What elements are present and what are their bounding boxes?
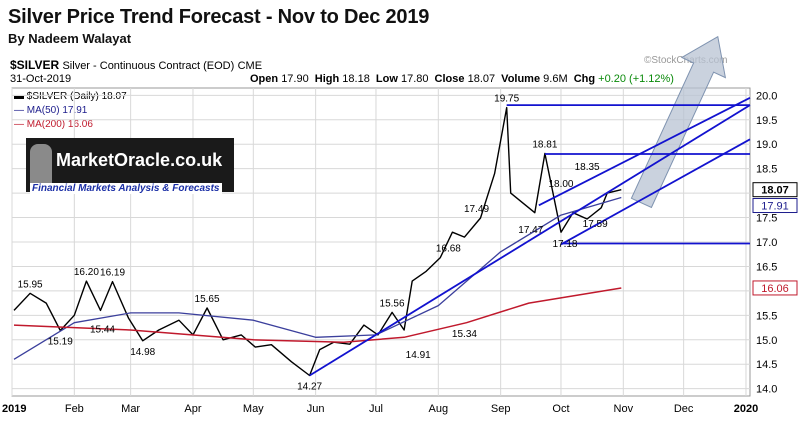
price-label: 19.75 bbox=[494, 94, 519, 105]
symbol-header: $SILVER Silver - Continuous Contract (EO… bbox=[10, 58, 262, 72]
price-label: 16.19 bbox=[100, 268, 125, 279]
ma200-axis-label: 16.06 bbox=[761, 283, 789, 295]
x-tick-label: May bbox=[243, 403, 264, 415]
x-tick-label: Feb bbox=[65, 403, 84, 415]
y-tick-label: 19.0 bbox=[756, 139, 777, 151]
y-tick-label: 15.5 bbox=[756, 310, 777, 322]
x-tick-label: Mar bbox=[121, 403, 140, 415]
price-label: 18.81 bbox=[532, 140, 557, 151]
forecast-arrow bbox=[630, 35, 727, 209]
banner-tagline: Financial Markets Analysis & Forecasts bbox=[30, 183, 222, 194]
price-label: 16.68 bbox=[436, 244, 461, 255]
y-tick-label: 14.0 bbox=[756, 384, 777, 396]
y-tick-label: 20.0 bbox=[756, 90, 777, 102]
ma200-axis-label-box bbox=[752, 280, 798, 296]
close-label: Close bbox=[434, 73, 465, 85]
x-tick-label: Oct bbox=[552, 403, 569, 415]
open-label: Open bbox=[250, 73, 279, 85]
y-tick-label: 16.5 bbox=[756, 261, 777, 273]
price-label: 15.19 bbox=[48, 336, 73, 347]
y-tick-label: 19.5 bbox=[756, 115, 777, 127]
y-tick-label: 17.5 bbox=[756, 213, 777, 225]
x-tick-label: Dec bbox=[674, 403, 694, 415]
ma50-axis-label-box bbox=[752, 198, 798, 214]
legend-ma50: — MA(50) 17.91 bbox=[14, 105, 88, 116]
legend-price: ▬ $SILVER (Daily) 18.07 bbox=[14, 91, 127, 102]
price-label: 15.56 bbox=[380, 298, 405, 309]
legend: ▬ $SILVER (Daily) 18.07 — MA(50) 17.91 —… bbox=[14, 90, 127, 132]
legend-ma200: — MA(200) 16.06 bbox=[14, 119, 93, 130]
volume-value: 9.6M bbox=[543, 73, 568, 85]
ticker: $SILVER bbox=[10, 58, 60, 72]
x-tick-label: Nov bbox=[614, 403, 634, 415]
price-label: 14.98 bbox=[130, 347, 155, 358]
price-label: 15.65 bbox=[195, 294, 220, 305]
price-label: 14.91 bbox=[406, 350, 431, 361]
x-tick-label: 2020 bbox=[734, 403, 758, 415]
chg-label: Chg bbox=[573, 73, 596, 85]
y-tick-label: 17.0 bbox=[756, 237, 777, 249]
last-price-label: 18.07 bbox=[761, 185, 789, 197]
high-value: 18.18 bbox=[342, 73, 370, 85]
x-tick-label: 2019 bbox=[2, 403, 26, 415]
x-tick-label: Sep bbox=[491, 403, 511, 415]
ma50-line bbox=[13, 196, 622, 360]
price-label: 17.49 bbox=[464, 204, 489, 215]
open-value: 17.90 bbox=[281, 73, 309, 85]
y-tick-label: 15.0 bbox=[756, 335, 777, 347]
exchange: CME bbox=[237, 60, 263, 72]
statue-logo-icon bbox=[30, 144, 52, 186]
last-price-label-box bbox=[752, 182, 798, 198]
chg-value: +0.20 (+1.12%) bbox=[598, 73, 674, 85]
author-byline: By Nadeem Walayat bbox=[8, 31, 132, 46]
chart-title: Silver Price Trend Forecast - Nov to Dec… bbox=[8, 6, 430, 28]
y-tick-label: 14.5 bbox=[756, 359, 777, 371]
ma200-line bbox=[13, 287, 622, 343]
price-label: 14.27 bbox=[297, 381, 322, 392]
x-tick-label: Aug bbox=[429, 403, 449, 415]
ohlc-bar: Open 17.90 High 18.18 Low 17.80 Close 18… bbox=[250, 73, 677, 85]
high-label: High bbox=[314, 73, 340, 85]
trendline bbox=[309, 104, 751, 377]
stockcharts-watermark: ©StockCharts.com bbox=[644, 55, 728, 66]
price-label: 17.59 bbox=[583, 219, 608, 230]
price-label: 15.95 bbox=[18, 279, 43, 290]
price-label: 15.34 bbox=[452, 329, 477, 340]
low-value: 17.80 bbox=[400, 73, 429, 85]
volume-label: Volume bbox=[501, 73, 541, 85]
price-line bbox=[13, 106, 622, 377]
ma50-axis-label: 17.91 bbox=[761, 201, 789, 213]
price-label: 17.18 bbox=[552, 239, 577, 250]
trendline bbox=[538, 96, 751, 207]
price-label: 15.44 bbox=[90, 324, 115, 335]
chart-date: 31-Oct-2019 bbox=[10, 73, 72, 85]
price-label: 16.20 bbox=[74, 267, 99, 278]
price-label: 17.47 bbox=[518, 225, 543, 236]
price-label: 18.00 bbox=[548, 179, 573, 190]
banner-logo-text: MarketOracle.co.uk bbox=[56, 150, 223, 170]
trendline bbox=[560, 138, 751, 246]
x-tick-label: Apr bbox=[184, 403, 201, 415]
x-tick-label: Jul bbox=[369, 403, 383, 415]
y-tick-label: 18.5 bbox=[756, 164, 777, 176]
low-label: Low bbox=[375, 73, 398, 85]
close-value: 18.07 bbox=[467, 73, 496, 85]
symbol-description: Silver - Continuous Contract (EOD) bbox=[62, 60, 235, 72]
price-label: 18.35 bbox=[575, 162, 600, 173]
x-tick-label: Jun bbox=[307, 403, 325, 415]
